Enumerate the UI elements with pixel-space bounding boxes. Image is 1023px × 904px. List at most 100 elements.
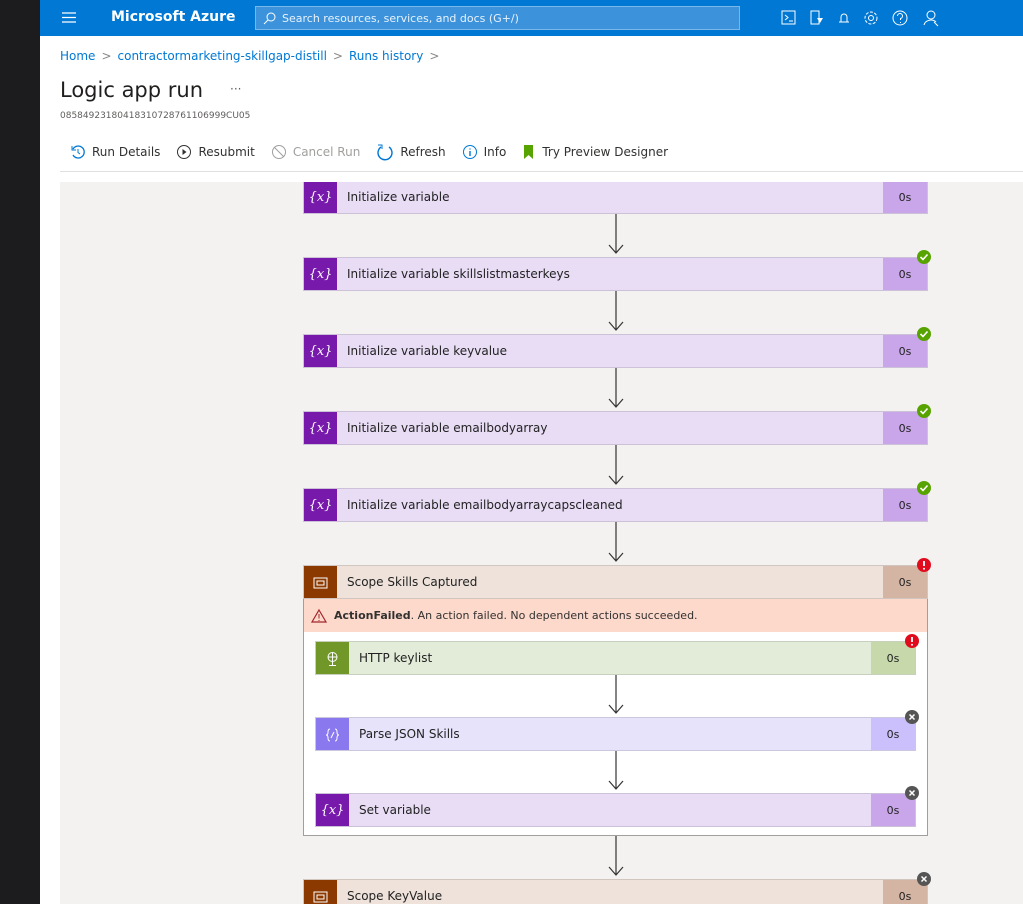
action-duration: 0s <box>883 258 927 290</box>
menu-button[interactable] <box>62 11 76 24</box>
connector-arrow <box>608 214 623 254</box>
label: Cancel Run <box>292 145 361 159</box>
icon <box>177 145 192 159</box>
designer-canvas: {x} Initialize variable 0s {x} Initialize va… <box>60 182 1023 904</box>
action-label: Initialize variable <box>347 190 450 204</box>
action-duration: 0s <box>871 718 915 750</box>
status-badge <box>917 481 931 495</box>
action-icon <box>316 718 349 750</box>
icon-shape <box>313 891 328 902</box>
top-bar: Microsoft Azure Search resources, servic… <box>40 0 1023 36</box>
page-title: Logic app run <box>60 78 204 102</box>
connector-arrow <box>608 522 623 562</box>
status-badge <box>917 872 931 886</box>
action-card[interactable]: {x} Set variable 0s <box>315 793 916 827</box>
action-icon: {x} <box>304 489 337 521</box>
toolbar: Run Details Resubmit Cancel Run Refresh … <box>70 143 684 161</box>
search-placeholder: Search resources, services, and docs (G+… <box>282 11 519 25</box>
action-duration: 0s <box>871 642 915 674</box>
action-label: Initialize variable keyvalue <box>347 344 508 358</box>
action-icon <box>304 880 337 904</box>
action-label: Set variable <box>359 803 431 817</box>
toolbar-button[interactable]: Info <box>462 143 507 161</box>
action-card[interactable]: {x} Initialize variable skillslistmasterk… <box>303 257 928 291</box>
brand[interactable]: Microsoft Azure <box>111 9 236 25</box>
icon <box>271 145 286 159</box>
action-icon: {x} <box>304 182 337 213</box>
connector-arrow <box>608 751 623 790</box>
breadcrumb-separator: > <box>429 49 440 63</box>
action-icon: {x} <box>304 335 337 367</box>
icon <box>462 145 477 159</box>
breadcrumb-link[interactable]: Runs history <box>348 49 424 63</box>
connector-arrow <box>608 291 623 331</box>
action-label: Initialize variable skillslistmasterkeys <box>347 267 570 281</box>
action-label: Scope Skills Captured <box>347 575 478 589</box>
breadcrumb-separator: > <box>101 49 112 63</box>
label: Info <box>483 145 507 159</box>
icon <box>71 145 85 159</box>
breadcrumb-link[interactable]: contractormarketing-skillgap-distill <box>117 49 327 63</box>
action-card[interactable]: Scope KeyValue 0s <box>303 879 928 904</box>
search-icon <box>263 12 276 25</box>
action-icon: {x} <box>316 794 349 826</box>
action-duration: 0s <box>883 412 927 444</box>
divider <box>60 171 1023 172</box>
search-box[interactable]: Search resources, services, and docs (G+… <box>255 6 740 30</box>
label: Run Details <box>92 145 161 159</box>
action-label: Initialize variable emailbodyarray <box>347 421 548 435</box>
warning-icon <box>310 608 328 623</box>
icon-shape <box>325 728 340 741</box>
alert-message: . An action failed. No dependent actions… <box>410 609 698 622</box>
toolbar-button[interactable]: Try Preview Designer <box>522 143 668 161</box>
status-badge <box>917 404 931 418</box>
icon-shape <box>313 577 328 588</box>
action-card[interactable]: HTTP keylist 0s <box>315 641 916 675</box>
status-badge <box>905 786 919 800</box>
toolbar-button[interactable]: Resubmit <box>176 143 255 161</box>
action-label: HTTP keylist <box>359 651 433 665</box>
status-badge <box>905 710 919 724</box>
action-card[interactable]: {x} Initialize variable keyvalue 0s <box>303 334 928 368</box>
breadcrumb-link[interactable]: Home <box>60 49 96 63</box>
action-duration: 0s <box>883 182 927 213</box>
action-card[interactable]: {x} Initialize variable emailbodyarraycap… <box>303 488 928 522</box>
alert-code: ActionFailed <box>334 609 411 622</box>
action-icon: {x} <box>304 258 337 290</box>
label: Refresh <box>400 145 446 159</box>
action-duration: 0s <box>883 566 927 598</box>
action-duration: 0s <box>871 794 915 826</box>
icon <box>377 144 393 161</box>
alert-banner: ActionFailed. An action failed. No depen… <box>304 599 927 632</box>
action-card[interactable]: Parse JSON Skills 0s <box>315 717 916 751</box>
more-button[interactable]: ··· <box>230 82 242 96</box>
action-card[interactable]: Scope Skills Captured 0s <box>303 565 928 599</box>
breadcrumb-separator: > <box>332 49 343 63</box>
action-card[interactable]: {x} Initialize variable 0s <box>303 182 928 214</box>
top-icons[interactable] <box>775 9 995 27</box>
action-label: Scope KeyValue <box>347 889 443 903</box>
action-card[interactable]: {x} Initialize variable emailbodyarray 0s <box>303 411 928 445</box>
label: Resubmit <box>198 145 255 159</box>
connector-arrow <box>608 675 623 714</box>
action-icon: {x} <box>304 412 337 444</box>
action-label: Parse JSON Skills <box>359 727 460 741</box>
status-badge <box>917 327 931 341</box>
icon <box>524 145 534 159</box>
status-badge <box>917 558 931 572</box>
icon-shape <box>327 651 338 666</box>
status-badge <box>917 250 931 264</box>
run-id: 08584923180418310728761106999CU05 <box>60 111 251 121</box>
connector-arrow <box>608 368 623 408</box>
breadcrumb: Home > contractormarketing-skillgap-distil… <box>60 49 439 63</box>
action-duration: 0s <box>883 335 927 367</box>
action-icon <box>304 566 337 598</box>
connector-arrow <box>608 836 623 876</box>
connector-arrow <box>608 445 623 485</box>
action-duration: 0s <box>883 489 927 521</box>
toolbar-button[interactable]: Run Details <box>70 143 160 161</box>
toolbar-button[interactable]: Refresh <box>376 143 446 161</box>
action-icon <box>316 642 349 674</box>
toolbar-button[interactable]: Cancel Run <box>271 143 360 161</box>
